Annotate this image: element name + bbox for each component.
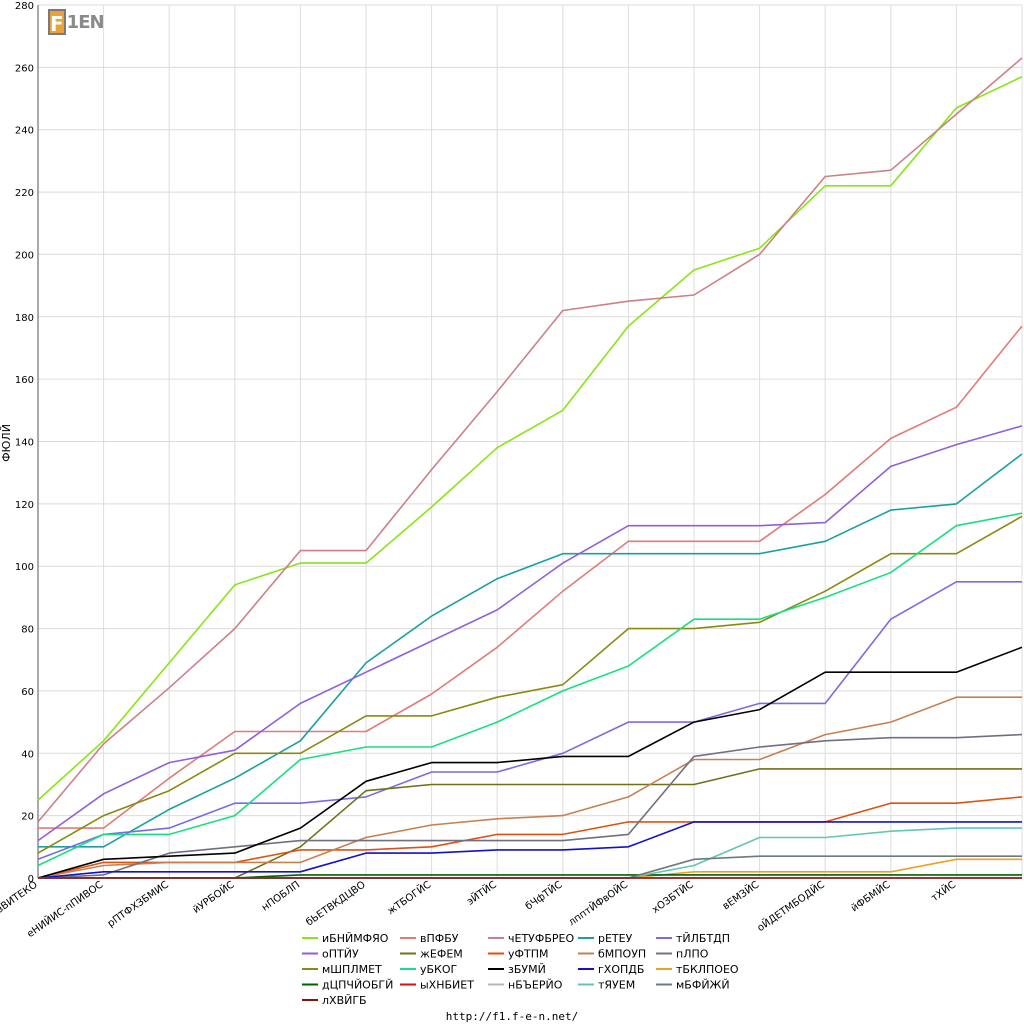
y-tick-label: 280 <box>15 1 34 12</box>
x-tick-label: йФБМЙС <box>848 878 892 915</box>
logo-initial: F <box>48 9 66 36</box>
series-line <box>37 580 1022 861</box>
series-line <box>37 75 1023 801</box>
x-tick-label: бЧфТЙС <box>523 878 565 913</box>
x-tick-label: рПТФХЗБМИС <box>106 879 171 929</box>
legend-entry: нБЪЕРЙО <box>508 979 563 992</box>
series-line <box>37 57 1023 823</box>
y-tick-label: 180 <box>15 313 34 324</box>
legend-entry: мШПЛМЕТ <box>322 963 382 976</box>
y-tick-label: 120 <box>15 500 34 511</box>
legend-entry: тЙЛБТДП <box>676 932 730 945</box>
series-line <box>37 733 1023 879</box>
legend-entry: оПТЙУ <box>322 948 359 961</box>
series-line <box>37 796 1023 879</box>
legend-entry: зБУМЙ <box>508 963 546 976</box>
x-tick-label: нПОБЛП <box>260 879 302 913</box>
legend: иБНЙМФЯО вПФБУ чЕТУФБРЕО рЕТЕУ тЙЛБТДП оПТЙУ ж… <box>302 932 739 1007</box>
x-tick-label: тХЙС <box>928 878 958 904</box>
legend-entry: уФТПМ <box>508 948 548 961</box>
y-tick-label: 60 <box>21 687 34 698</box>
x-tick-label: эЙТЙС <box>464 878 499 908</box>
series-lines <box>37 57 1023 879</box>
series-line <box>37 646 1023 879</box>
x-tick-label: оЙДЕТМБОДЙС <box>754 878 827 934</box>
y-tick-labels: 0 20 40 60 80 100 120 140 160 180 200 220 240 260 280 <box>15 1 34 885</box>
y-tick-label: 0 <box>28 874 34 885</box>
legend-entry: бМПОУП <box>598 948 646 961</box>
x-tick-label: хОЗБТЙС <box>649 878 695 916</box>
y-tick-label: 160 <box>15 375 34 386</box>
series-line <box>37 515 1023 854</box>
x-tick-label: бЬЕТВКДЦВО <box>304 879 368 928</box>
legend-entry: лХВЙГБ <box>322 994 367 1007</box>
legend-entry: тЯУЕМ <box>598 979 635 992</box>
series-line <box>37 696 1022 879</box>
y-axis-label: ФЮЛЙ <box>0 424 13 462</box>
legend-entry: иБНЙМФЯО <box>322 932 389 945</box>
x-tick-label: вЕМЗЙС <box>720 878 762 913</box>
legend-entry: уБКОГ <box>420 963 458 976</box>
y-tick-label: 140 <box>15 438 34 449</box>
series-line <box>37 425 1023 842</box>
legend-entry: пЛПО <box>676 948 709 961</box>
y-tick-label: 200 <box>15 250 34 261</box>
y-tick-label: 40 <box>21 749 34 760</box>
legend-entry: ыХНБИЕТ <box>420 979 474 992</box>
x-tick-label: лпптЙФвОЙС <box>566 878 630 929</box>
x-tick-label: йУРБОЙС <box>190 878 237 916</box>
series-line <box>38 453 1023 848</box>
grid <box>37 4 1023 879</box>
series-line <box>37 821 1022 879</box>
legend-entry: мБФЙЖЙ <box>676 979 730 992</box>
series-line <box>38 827 1022 879</box>
y-tick-label: 20 <box>21 812 34 823</box>
series-line <box>37 512 1023 867</box>
x-tick-label: жТБОГЙС <box>385 878 434 918</box>
series-line <box>38 325 1023 829</box>
legend-entry: тБКЛПОЕО <box>676 963 739 976</box>
y-tick-label: 100 <box>15 562 34 573</box>
legend-entry: рЕТЕУ <box>598 932 633 945</box>
logo-text: 1EN <box>66 11 105 33</box>
y-tick-label: 80 <box>21 625 34 636</box>
y-tick-label: 240 <box>15 126 34 137</box>
legend-entry: гХОПДБ <box>598 963 644 976</box>
y-tick-label: 220 <box>15 188 34 199</box>
legend-entry: вПФБУ <box>420 932 459 945</box>
legend-entry: жЕФЕМ <box>420 948 463 961</box>
f1en-logo: F 1EN <box>48 8 105 36</box>
legend-entry: чЕТУФБРЕО <box>508 932 574 945</box>
footer-url[interactable]: http://f1.f-e-n.net/ <box>446 1010 578 1023</box>
y-tick-label: 260 <box>15 63 34 74</box>
legend-entry: дЦПЧЙОБГЙ <box>322 979 393 992</box>
